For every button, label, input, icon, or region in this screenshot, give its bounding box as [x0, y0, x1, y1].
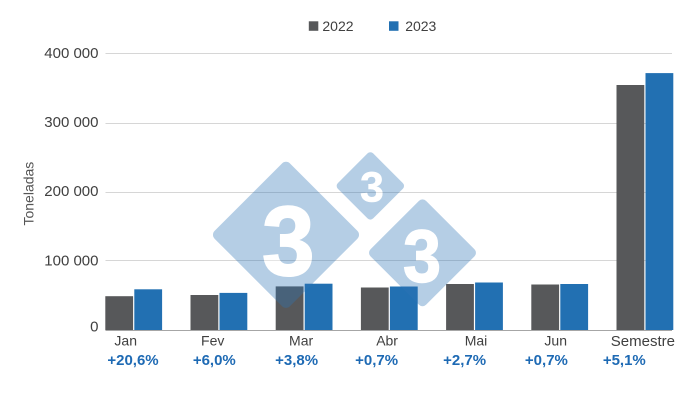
svg-text:2022: 2022 [322, 18, 353, 34]
svg-text:3: 3 [262, 187, 314, 296]
svg-text:Jan: Jan [114, 333, 137, 349]
svg-text:Jun: Jun [544, 333, 567, 349]
svg-text:+5,1%: +5,1% [603, 352, 646, 369]
svg-text:Mar: Mar [289, 333, 313, 349]
svg-text:200 000: 200 000 [44, 183, 98, 200]
svg-text:Fev: Fev [201, 333, 224, 349]
svg-text:Semestre: Semestre [611, 333, 675, 350]
svg-text:+2,7%: +2,7% [443, 352, 486, 369]
svg-text:+20,6%: +20,6% [107, 352, 158, 369]
svg-text:+3,8%: +3,8% [275, 352, 318, 369]
svg-text:0: 0 [90, 319, 98, 336]
svg-text:400 000: 400 000 [44, 45, 98, 62]
svg-text:3: 3 [360, 163, 384, 211]
svg-text:100 000: 100 000 [44, 252, 98, 269]
svg-text:Abr: Abr [376, 333, 398, 349]
svg-text:Toneladas: Toneladas [21, 162, 37, 226]
svg-text:300 000: 300 000 [44, 114, 98, 131]
svg-text:Mai: Mai [465, 333, 488, 349]
svg-text:+0,7%: +0,7% [525, 352, 568, 369]
svg-text:+0,7%: +0,7% [355, 352, 398, 369]
svg-text:2023: 2023 [405, 18, 436, 34]
svg-text:3: 3 [403, 216, 441, 298]
svg-text:+6,0%: +6,0% [193, 352, 236, 369]
